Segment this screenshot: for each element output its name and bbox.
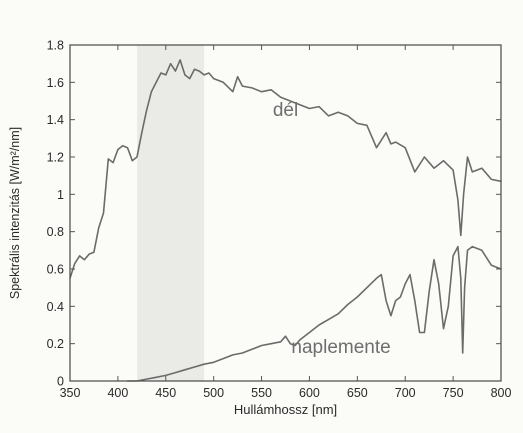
y-tick-label: 1.2: [47, 151, 64, 165]
y-tick-label: 0.4: [47, 300, 64, 314]
annotation-naplemente: naplemente: [291, 337, 390, 358]
y-tick-label: 1.8: [47, 39, 64, 53]
x-tick-label: 400: [107, 386, 128, 400]
y-tick-label: 0.8: [47, 225, 64, 239]
series-line-naplemente: [126, 245, 502, 382]
x-tick-label: 450: [155, 386, 176, 400]
y-tick-label: 0.6: [47, 263, 64, 277]
x-tick-label: 650: [347, 386, 368, 400]
y-axis-label: Spektrális intenzitás [W/m²/nm]: [8, 127, 22, 299]
x-tick-label: 350: [60, 386, 81, 400]
annotation-del: dél: [273, 100, 298, 121]
x-tick-label: 700: [395, 386, 416, 400]
shaded-band: [137, 45, 205, 381]
y-tick-label: 1.6: [47, 76, 64, 90]
x-tick-label: 550: [251, 386, 272, 400]
y-tick-label: 0.2: [47, 337, 64, 351]
y-tick-label: 1: [57, 188, 64, 202]
x-tick-label: 750: [443, 386, 464, 400]
y-tick-label: 1.4: [47, 113, 64, 127]
x-axis-label: Hullámhossz [nm]: [234, 402, 337, 417]
x-tick-label: 500: [203, 386, 224, 400]
x-tick-label: 600: [299, 386, 320, 400]
y-tick-label: 0: [57, 375, 64, 389]
x-tick-label: 800: [491, 386, 512, 400]
series-line-del: [69, 59, 502, 280]
plot-frame: [69, 44, 502, 382]
